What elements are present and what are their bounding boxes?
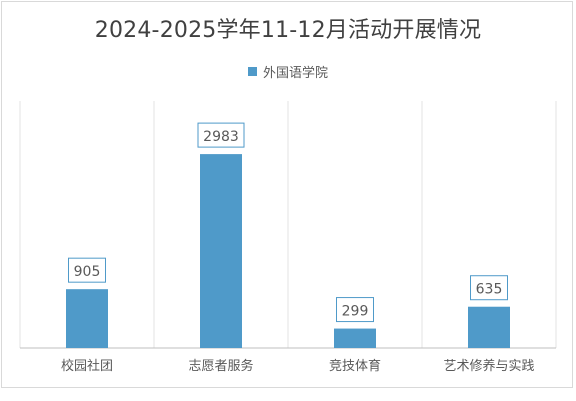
- bar: [334, 328, 376, 348]
- chart-title: 2024-2025学年11-12月活动开展情况: [94, 18, 482, 43]
- x-tick-label: 艺术修养与实践: [443, 358, 534, 374]
- bar: [200, 154, 242, 348]
- data-label: 905: [74, 264, 101, 280]
- legend-swatch: [247, 67, 257, 76]
- x-tick-label: 校园社团: [61, 358, 113, 374]
- bar: [66, 289, 108, 348]
- data-label-box: [197, 122, 245, 148]
- data-label-box: [470, 275, 508, 301]
- legend: 外国语学院: [0, 62, 576, 81]
- data-label: 2983: [203, 129, 239, 145]
- x-tick-label: 竞技体育: [329, 358, 381, 374]
- legend-label: 外国语学院: [262, 66, 328, 81]
- bar: [468, 306, 510, 348]
- data-label-box: [336, 297, 374, 323]
- data-label: 299: [342, 304, 369, 320]
- data-label: 635: [476, 282, 503, 298]
- x-tick-label: 志愿者服务: [188, 358, 253, 374]
- data-label-box: [68, 257, 106, 283]
